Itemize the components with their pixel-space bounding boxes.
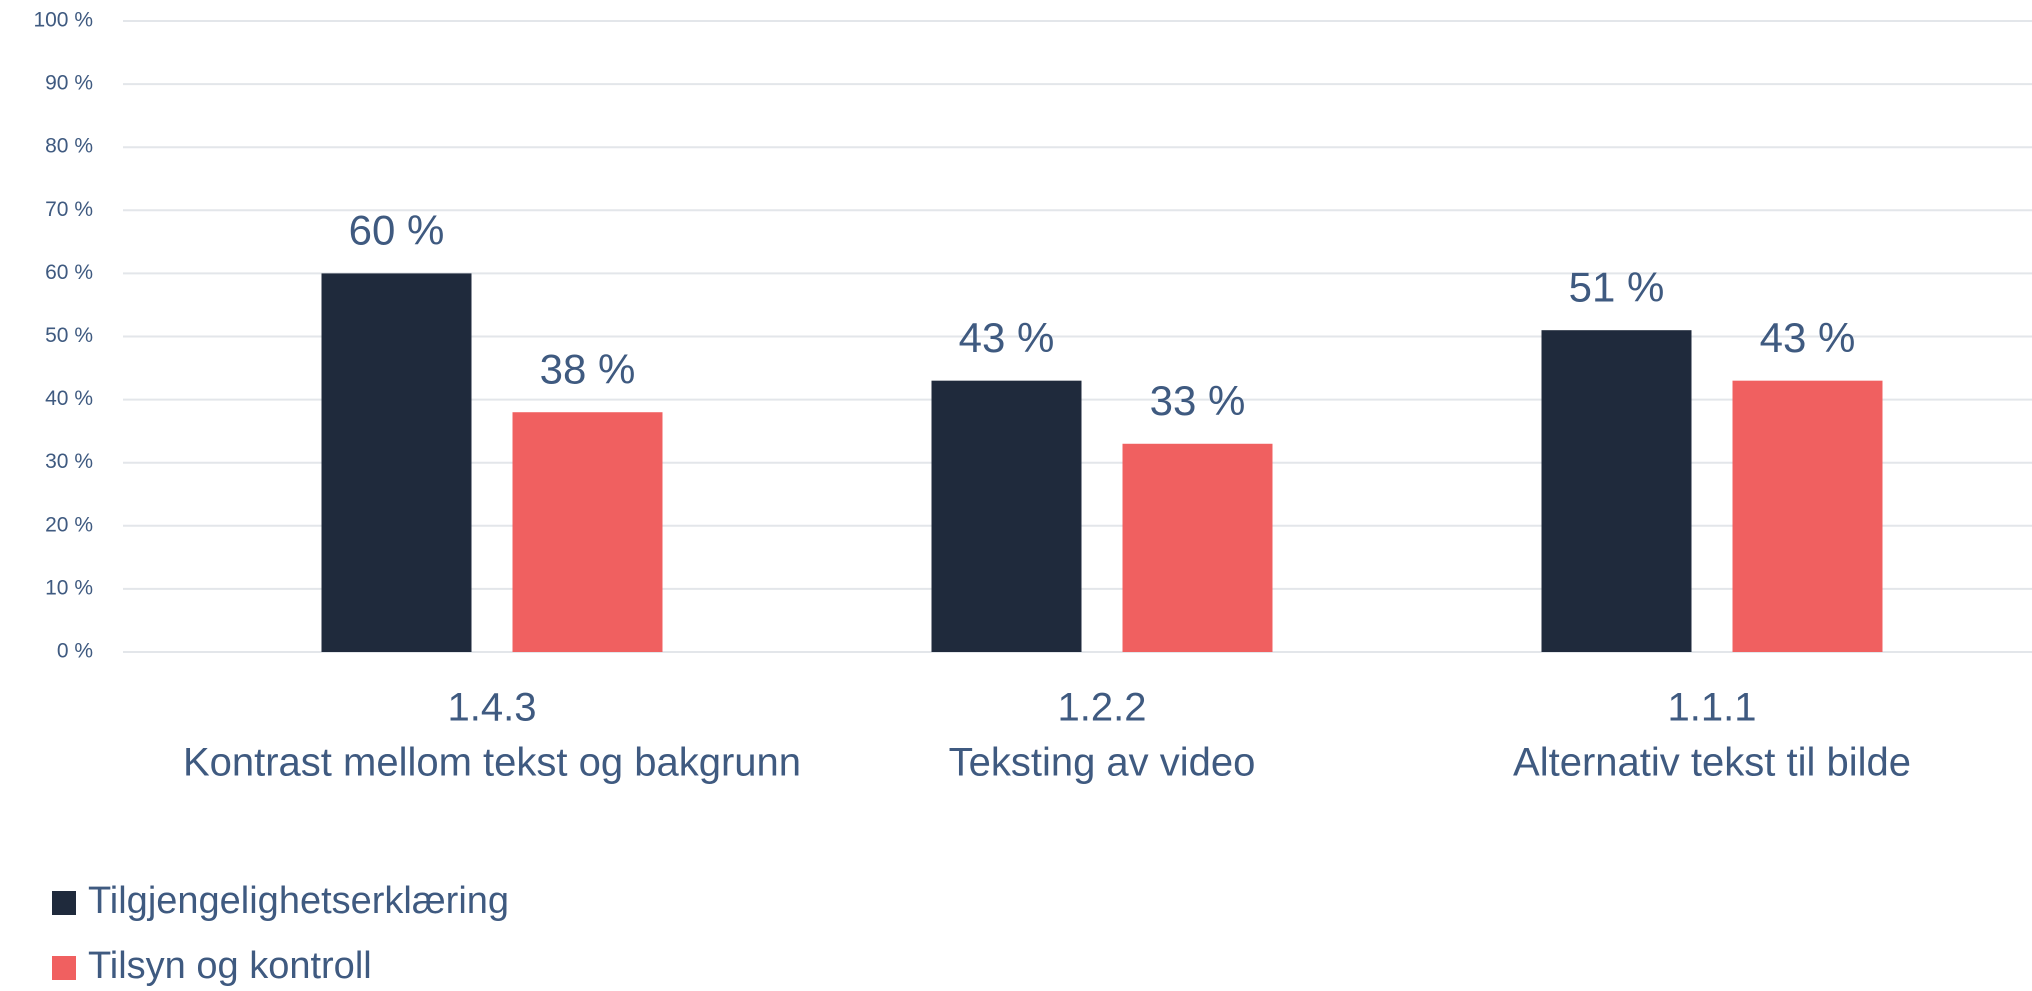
legend-swatch	[52, 956, 76, 980]
y-tick-label: 0 %	[57, 640, 93, 663]
data-label: 33 %	[1150, 377, 1246, 424]
y-tick-label: 100 %	[33, 9, 93, 32]
legend-label: Tilsyn og kontroll	[88, 945, 372, 987]
bar	[512, 412, 663, 652]
data-label: 51 %	[1569, 263, 1665, 310]
y-tick-label: 50 %	[45, 324, 93, 347]
data-label: 38 %	[540, 345, 636, 392]
x-tick-label: 1.4.3	[448, 686, 537, 730]
x-tick-label: Kontrast mellom tekst og bakgrunn	[183, 741, 801, 785]
y-tick-label: 90 %	[45, 72, 93, 95]
y-tick-label: 80 %	[45, 135, 93, 158]
legend-label: Tilgjengelighetserklæring	[88, 880, 509, 922]
y-tick-label: 40 %	[45, 387, 93, 410]
bar	[931, 380, 1082, 652]
bar	[1541, 330, 1692, 652]
y-tick-label: 70 %	[45, 198, 93, 221]
data-label: 43 %	[959, 314, 1055, 361]
x-tick-label: Teksting av video	[949, 741, 1256, 785]
bar	[1122, 443, 1273, 652]
y-tick-label: 20 %	[45, 513, 93, 536]
bar	[1732, 380, 1883, 652]
y-tick-label: 10 %	[45, 576, 93, 599]
x-tick-label: 1.2.2	[1058, 686, 1147, 730]
x-tick-label: 1.1.1	[1668, 686, 1757, 730]
data-label: 60 %	[349, 206, 445, 253]
bar	[321, 273, 472, 652]
y-tick-label: 30 %	[45, 450, 93, 473]
legend-swatch	[52, 891, 76, 915]
x-tick-label: Alternativ tekst til bilde	[1513, 741, 1911, 785]
data-label: 43 %	[1760, 314, 1856, 361]
y-tick-label: 60 %	[45, 261, 93, 284]
